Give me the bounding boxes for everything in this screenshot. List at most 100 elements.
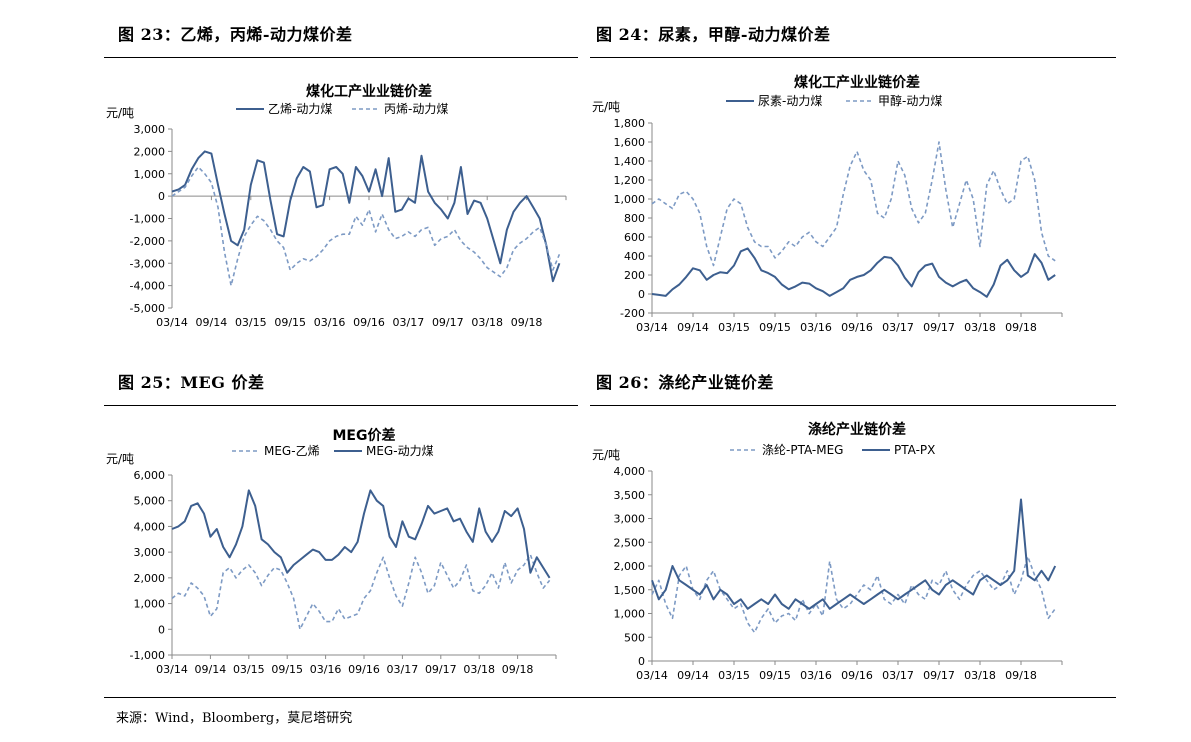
y-tick-label: 0 <box>158 190 165 203</box>
x-tick-label: 09/15 <box>274 316 306 329</box>
x-tick-label: 09/14 <box>196 316 228 329</box>
figure-heading-23: 图 23：乙烯，丙烯-动力煤价差 <box>118 25 353 44</box>
y-tick-label: 3,000 <box>134 546 166 559</box>
y-tick-label: 2,000 <box>614 560 646 573</box>
x-tick-label: 03/14 <box>636 669 668 682</box>
y-unit-label: 元/吨 <box>106 106 134 120</box>
y-tick-label: 2,500 <box>614 536 646 549</box>
x-tick-label: 09/14 <box>677 669 709 682</box>
y-tick-label: 3,500 <box>614 489 646 502</box>
x-tick-label: 09/16 <box>353 316 385 329</box>
y-tick-label: 0 <box>638 288 645 301</box>
y-tick-label: -1,000 <box>130 649 165 662</box>
x-tick-label: 03/16 <box>800 669 832 682</box>
chart-panel-meg-spread: MEG价差 元/吨 MEG-乙烯 MEG-动力煤 6,000 5,000 4,000 3,00… <box>104 422 578 688</box>
chart-panel-olefin-coal-spread: 煤化工产业业链价差元/吨 乙烯-动力煤 丙烯-动力煤 3,000 2,000 1,000 0… <box>104 70 578 338</box>
y-tick-label: 3,000 <box>614 513 646 526</box>
x-tick-label: 03/16 <box>800 321 832 334</box>
y-tick-label: 3,000 <box>134 123 166 136</box>
y-tick-label: -1,000 <box>130 213 165 226</box>
divider-line <box>104 405 578 406</box>
series-line-solid <box>171 150 561 283</box>
y-tick-label: 1,000 <box>134 598 166 611</box>
x-tick-label: 09/16 <box>841 669 873 682</box>
x-tick-label: 09/18 <box>502 663 534 676</box>
y-tick-label: -3,000 <box>130 257 165 270</box>
x-tick-label: 03/18 <box>463 663 495 676</box>
x-tick-label: 03/16 <box>314 316 346 329</box>
x-tick-label: 03/15 <box>718 321 750 334</box>
chart-title: 煤化工产业业链价差 <box>306 83 432 100</box>
chart-title: 涤纶产业链价差 <box>808 421 906 438</box>
legend-label: 甲醇-动力煤 <box>878 93 942 108</box>
x-tick-label: 09/17 <box>923 669 955 682</box>
x-tick-label: 03/17 <box>882 669 914 682</box>
y-tick-label: 1,800 <box>614 117 646 130</box>
series-line-solid <box>651 498 1057 610</box>
y-tick-label: 2,000 <box>134 145 166 158</box>
x-tick-label: 09/17 <box>432 316 464 329</box>
figure-heading-24: 图 24：尿素，甲醇-动力煤价差 <box>596 25 831 44</box>
x-tick-label: 09/15 <box>759 321 791 334</box>
x-tick-label: 03/14 <box>636 321 668 334</box>
x-tick-label: 09/15 <box>759 669 791 682</box>
divider-line <box>590 57 1116 58</box>
legend-label: 乙烯-动力煤 <box>268 102 332 116</box>
chart-title: 煤化工产业业链价差 <box>794 74 920 91</box>
legend-label: 尿素-动力煤 <box>758 94 822 108</box>
x-tick-label: 03/15 <box>233 663 265 676</box>
y-tick-label: -5,000 <box>130 302 165 315</box>
divider-line <box>104 57 578 58</box>
y-tick-label: 1,200 <box>614 174 646 187</box>
y-tick-label: 0 <box>158 623 165 636</box>
series-line-solid <box>651 247 1056 298</box>
y-tick-label: -2,000 <box>130 235 165 248</box>
y-unit-label: 元/吨 <box>106 452 134 466</box>
y-tick-label: 200 <box>624 269 645 282</box>
x-tick-label: 03/17 <box>882 321 914 334</box>
y-tick-label: 1,500 <box>614 584 646 597</box>
legend-label: 涤纶-PTA-MEG <box>762 443 843 457</box>
legend-label: MEG-乙烯 <box>264 444 320 458</box>
series-line-dashed <box>171 166 561 287</box>
x-tick-label: 09/17 <box>923 321 955 334</box>
y-tick-label: 0 <box>638 655 645 668</box>
y-tick-label: -200 <box>620 307 645 320</box>
y-tick-label: 400 <box>624 250 645 263</box>
y-unit-label: 元/吨 <box>592 100 620 114</box>
x-tick-label: 03/18 <box>964 321 996 334</box>
x-tick-label: 03/14 <box>156 663 188 676</box>
chart-panel-urea-methanol-coal-spread: 煤化工产业业链价差元/吨 尿素-动力煤 甲醇-动力煤 1,800 1,600 1,400 1… <box>590 70 1116 342</box>
x-tick-label: 09/16 <box>841 321 873 334</box>
x-tick-label: 03/17 <box>387 663 419 676</box>
y-tick-label: 6,000 <box>134 469 166 482</box>
legend-label: 丙烯-动力煤 <box>384 102 448 116</box>
y-tick-label: 4,000 <box>614 465 646 478</box>
chart-panel-polyester-spread: 涤纶产业链价差元/吨 涤纶-PTA-MEG PTA-PX 4,000 3,500 3,00… <box>590 418 1116 688</box>
x-tick-label: 09/14 <box>677 321 709 334</box>
x-tick-label: 09/18 <box>1005 669 1037 682</box>
x-tick-label: 03/18 <box>471 316 503 329</box>
y-tick-label: 1,000 <box>134 168 166 181</box>
y-tick-label: -4,000 <box>130 280 165 293</box>
x-tick-label: 09/16 <box>348 663 380 676</box>
y-tick-label: 1,000 <box>614 608 646 621</box>
y-unit-label: 元/吨 <box>592 448 620 462</box>
legend-label: PTA-PX <box>894 443 935 457</box>
source-note: 来源：Wind，Bloomberg，莫尼塔研究 <box>116 711 353 726</box>
x-tick-label: 09/18 <box>1005 321 1037 334</box>
x-tick-label: 09/14 <box>195 663 227 676</box>
series-line-solid <box>171 489 551 579</box>
x-tick-label: 03/17 <box>393 316 425 329</box>
y-tick-label: 500 <box>624 631 645 644</box>
y-tick-label: 1,400 <box>614 155 646 168</box>
x-tick-label: 03/15 <box>718 669 750 682</box>
series-line-dashed <box>651 555 1056 634</box>
figure-heading-25: 图 25：MEG 价差 <box>118 373 265 392</box>
x-tick-label: 03/15 <box>235 316 267 329</box>
chart-title: MEG价差 <box>333 427 396 444</box>
y-tick-label: 1,600 <box>614 136 646 149</box>
